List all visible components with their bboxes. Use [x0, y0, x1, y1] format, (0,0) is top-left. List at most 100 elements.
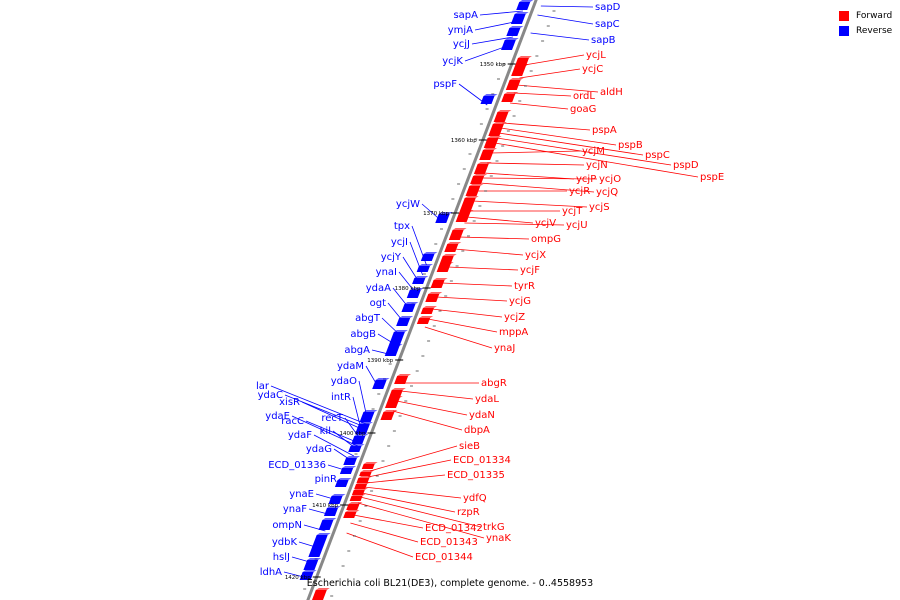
- forward-gene-block: [444, 244, 459, 252]
- reverse-gene-label: lar: [256, 381, 270, 392]
- reverse-gene-block-cap: [342, 466, 357, 468]
- forward-leader-line: [519, 68, 581, 79]
- forward-gene-block-cap: [315, 588, 330, 590]
- forward-gene-label: aldH: [600, 87, 623, 98]
- reverse-gene-block: [328, 496, 343, 504]
- reverse-gene-block-cap: [438, 212, 453, 214]
- forward-gene-labels: ycjL ycjC aldH ordL goaG pspApspBpspCpspDpspE…: [415, 50, 724, 563]
- label-leader-lines: [270, 5, 699, 579]
- forward-gene-block-cap: [391, 388, 406, 390]
- forward-gene-block-cap: [345, 510, 360, 512]
- forward-gene-label: pspE: [700, 172, 724, 183]
- legend-forward-label: Forward: [856, 10, 893, 21]
- forward-leader-line: [483, 172, 575, 180]
- reverse-gene-label: sapD: [595, 2, 621, 13]
- forward-leader-line: [447, 266, 519, 271]
- forward-gene-label: ydaL: [475, 394, 499, 405]
- forward-leader-line: [424, 326, 493, 349]
- forward-gene-block-cap: [483, 148, 497, 150]
- forward-leader-line: [472, 200, 588, 208]
- forward-leader-line: [364, 486, 462, 499]
- reverse-gene-block-cap: [418, 264, 433, 266]
- forward-leader-line: [392, 410, 463, 431]
- reverse-gene-block-cap: [483, 94, 498, 96]
- reverse-gene-block-cap: [316, 533, 331, 535]
- forward-gene-block: [384, 398, 400, 408]
- forward-gene-block: [311, 590, 327, 600]
- reverse-gene-block-cap: [337, 478, 352, 480]
- forward-gene-block-cap: [477, 162, 492, 164]
- forward-gene-block-cap: [353, 488, 368, 490]
- forward-leader-line: [494, 142, 699, 178]
- forward-gene-block-cap: [442, 254, 457, 256]
- forward-gene-label: ordL: [573, 91, 595, 102]
- forward-gene-label: ompG: [531, 234, 561, 245]
- reverse-leader-line: [313, 434, 355, 457]
- reverse-gene-label: ydaE: [265, 411, 290, 422]
- reverse-gene-block-cap: [375, 378, 390, 380]
- reverse-gene-block: [480, 96, 495, 104]
- reverse-gene-label: racC: [281, 416, 304, 427]
- forward-gene-label: ECD_01334: [453, 455, 511, 466]
- reverse-gene-label: sapA: [453, 10, 478, 21]
- reverse-gene-block-cap: [350, 444, 365, 446]
- reverse-gene-label: ydaA: [366, 283, 391, 294]
- forward-gene-label: ycjS: [589, 202, 610, 213]
- forward-leader-line: [524, 54, 585, 66]
- reverse-gene-label: ycjJ: [453, 39, 470, 50]
- legend-reverse: Reverse: [839, 24, 892, 37]
- forward-gene-block: [483, 138, 499, 148]
- forward-gene-block: [354, 484, 368, 489]
- forward-gene-block-cap: [360, 470, 375, 472]
- kbp-tick-label: 1410 kbp: [312, 503, 338, 509]
- reverse-gene-block-cap: [326, 506, 341, 508]
- forward-gene-label: ECD_01342: [425, 523, 483, 534]
- reverse-gene-block-cap: [307, 558, 322, 560]
- forward-gene-label: abgR: [481, 378, 507, 389]
- forward-gene-label: ydfQ: [463, 493, 487, 504]
- forward-leader-line: [350, 522, 419, 543]
- forward-gene-block: [470, 176, 485, 184]
- forward-gene-block: [425, 294, 440, 302]
- forward-swatch: [839, 10, 849, 21]
- forward-gene-label: pspD: [673, 160, 699, 171]
- reverse-gene-block: [416, 266, 430, 272]
- forward-leader-line: [498, 132, 644, 156]
- reverse-gene-block: [348, 446, 362, 452]
- reverse-gene-label: ydbK: [272, 537, 298, 548]
- forward-gene-block: [420, 308, 434, 314]
- kbp-ticks: 1350 kbp 1360 kbp 1370 kbp 1380 kbp 1390 kbp…: [285, 62, 516, 581]
- reverse-gene-label: ydaG: [306, 444, 332, 455]
- forward-gene-block-cap: [348, 502, 363, 504]
- forward-leader-line: [500, 127, 617, 146]
- reverse-gene-label: sapB: [591, 35, 616, 46]
- reverse-gene-block: [343, 458, 357, 465]
- reverse-gene-label: tpx: [394, 221, 410, 232]
- forward-leader-line: [365, 474, 446, 484]
- reverse-gene-block: [406, 290, 421, 298]
- forward-leader-line: [464, 222, 565, 226]
- reverse-gene-block: [318, 520, 334, 530]
- reverse-gene-block-cap: [354, 434, 369, 436]
- forward-leader-line: [454, 248, 524, 256]
- forward-gene-label: ycjF: [520, 265, 540, 276]
- forward-gene-block-cap: [363, 462, 378, 464]
- forward-gene-label: sieB: [459, 441, 480, 452]
- kbp-tick-label: 1420 kbp: [285, 575, 311, 581]
- forward-gene-block: [455, 212, 471, 222]
- reverse-gene-label: xisR: [279, 397, 300, 408]
- legend-forward: Forward: [839, 9, 892, 22]
- forward-leader-line: [361, 492, 456, 513]
- forward-gene-label: ycjN: [586, 160, 608, 171]
- forward-gene-block: [488, 124, 504, 136]
- reverse-gene-label: recT: [321, 413, 344, 424]
- forward-gene-label: ycjZ: [504, 312, 525, 323]
- reverse-gene-block-cap: [358, 422, 373, 424]
- reverse-gene-block: [401, 304, 416, 312]
- forward-gene-block-cap: [388, 396, 403, 398]
- forward-leader-line: [346, 532, 414, 558]
- forward-leader-line: [431, 308, 503, 318]
- reverse-gene-label: ldhA: [260, 567, 282, 578]
- forward-leader-line: [400, 390, 474, 400]
- forward-gene-label: ycjX: [525, 250, 546, 261]
